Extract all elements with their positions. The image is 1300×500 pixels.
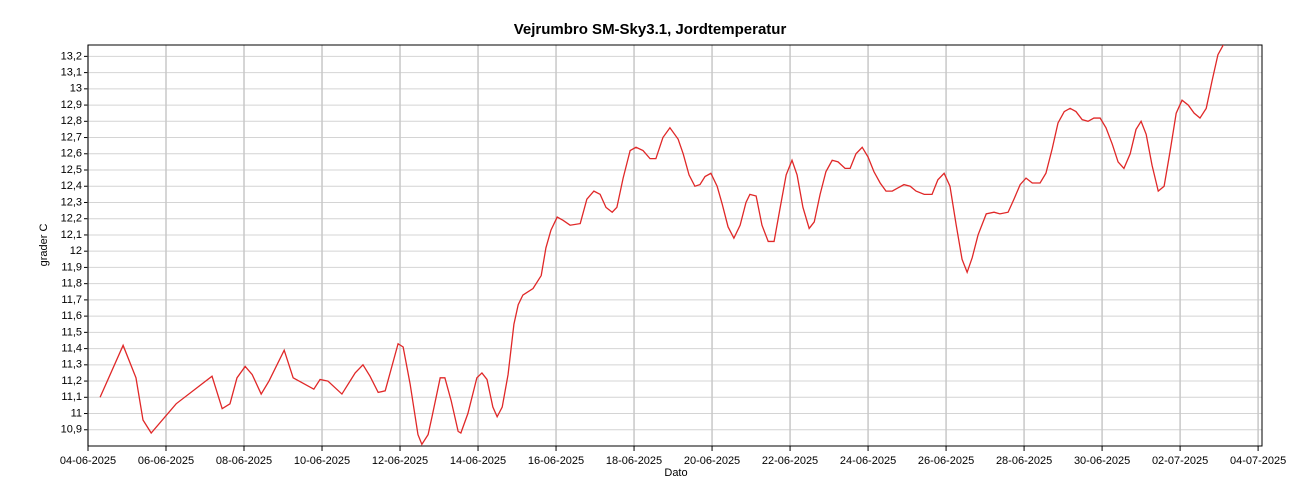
y-tick-label: 13,2 <box>61 50 82 62</box>
y-tick-label: 10,9 <box>61 424 82 436</box>
y-tick-label: 11,1 <box>61 391 82 403</box>
x-tick-label: 18-06-2025 <box>606 455 662 467</box>
x-tick-label: 04-06-2025 <box>60 455 116 467</box>
x-tick-label: 04-07-2025 <box>1230 455 1286 467</box>
x-tick-label: 22-06-2025 <box>762 455 818 467</box>
y-tick-label: 12 <box>70 245 82 257</box>
x-tick-label: 24-06-2025 <box>840 455 896 467</box>
y-tick-label: 11,7 <box>61 294 82 306</box>
x-tick-label: 26-06-2025 <box>918 455 974 467</box>
x-tick-label: 10-06-2025 <box>294 455 350 467</box>
x-tick-label: 02-07-2025 <box>1152 455 1208 467</box>
y-tick-label: 11 <box>71 407 82 419</box>
y-tick-label: 12,2 <box>61 213 82 225</box>
x-axis-label: Dato <box>664 467 687 479</box>
y-tick-label: 12,4 <box>61 180 82 192</box>
x-tick-label: 30-06-2025 <box>1074 455 1130 467</box>
y-tick-label: 12,3 <box>61 196 82 208</box>
y-tick-label: 13,1 <box>61 67 82 79</box>
y-tick-label: 11,2 <box>61 375 82 387</box>
x-tick-label: 12-06-2025 <box>372 455 428 467</box>
x-tick-label: 20-06-2025 <box>684 455 740 467</box>
y-tick-label: 12,8 <box>61 115 82 127</box>
y-tick-label: 12,5 <box>61 164 82 176</box>
x-tick-label: 16-06-2025 <box>528 455 584 467</box>
chart-title: Vejrumbro SM-Sky3.1, Jordtemperatur <box>514 21 787 38</box>
x-tick-label: 06-06-2025 <box>138 455 194 467</box>
x-tick-label: 14-06-2025 <box>450 455 506 467</box>
y-tick-label: 13 <box>70 83 82 95</box>
y-tick-label: 11,8 <box>61 278 82 290</box>
y-tick-label: 11,5 <box>61 326 82 338</box>
y-axis-label: grader C <box>38 224 50 267</box>
y-tick-label: 12,9 <box>61 99 82 111</box>
y-tick-label: 11,6 <box>61 310 82 322</box>
x-tick-label: 08-06-2025 <box>216 455 272 467</box>
data-line <box>99 45 1225 446</box>
y-tick-label: 11,3 <box>61 359 82 371</box>
plot-frame <box>87 44 1263 447</box>
x-tick-label: 28-06-2025 <box>996 455 1052 467</box>
y-tick-label: 11,4 <box>61 342 82 354</box>
y-tick-label: 12,6 <box>61 148 82 160</box>
y-tick-label: 12,1 <box>61 229 82 241</box>
y-tick-label: 11,9 <box>61 261 82 273</box>
y-tick-label: 12,7 <box>61 131 82 143</box>
